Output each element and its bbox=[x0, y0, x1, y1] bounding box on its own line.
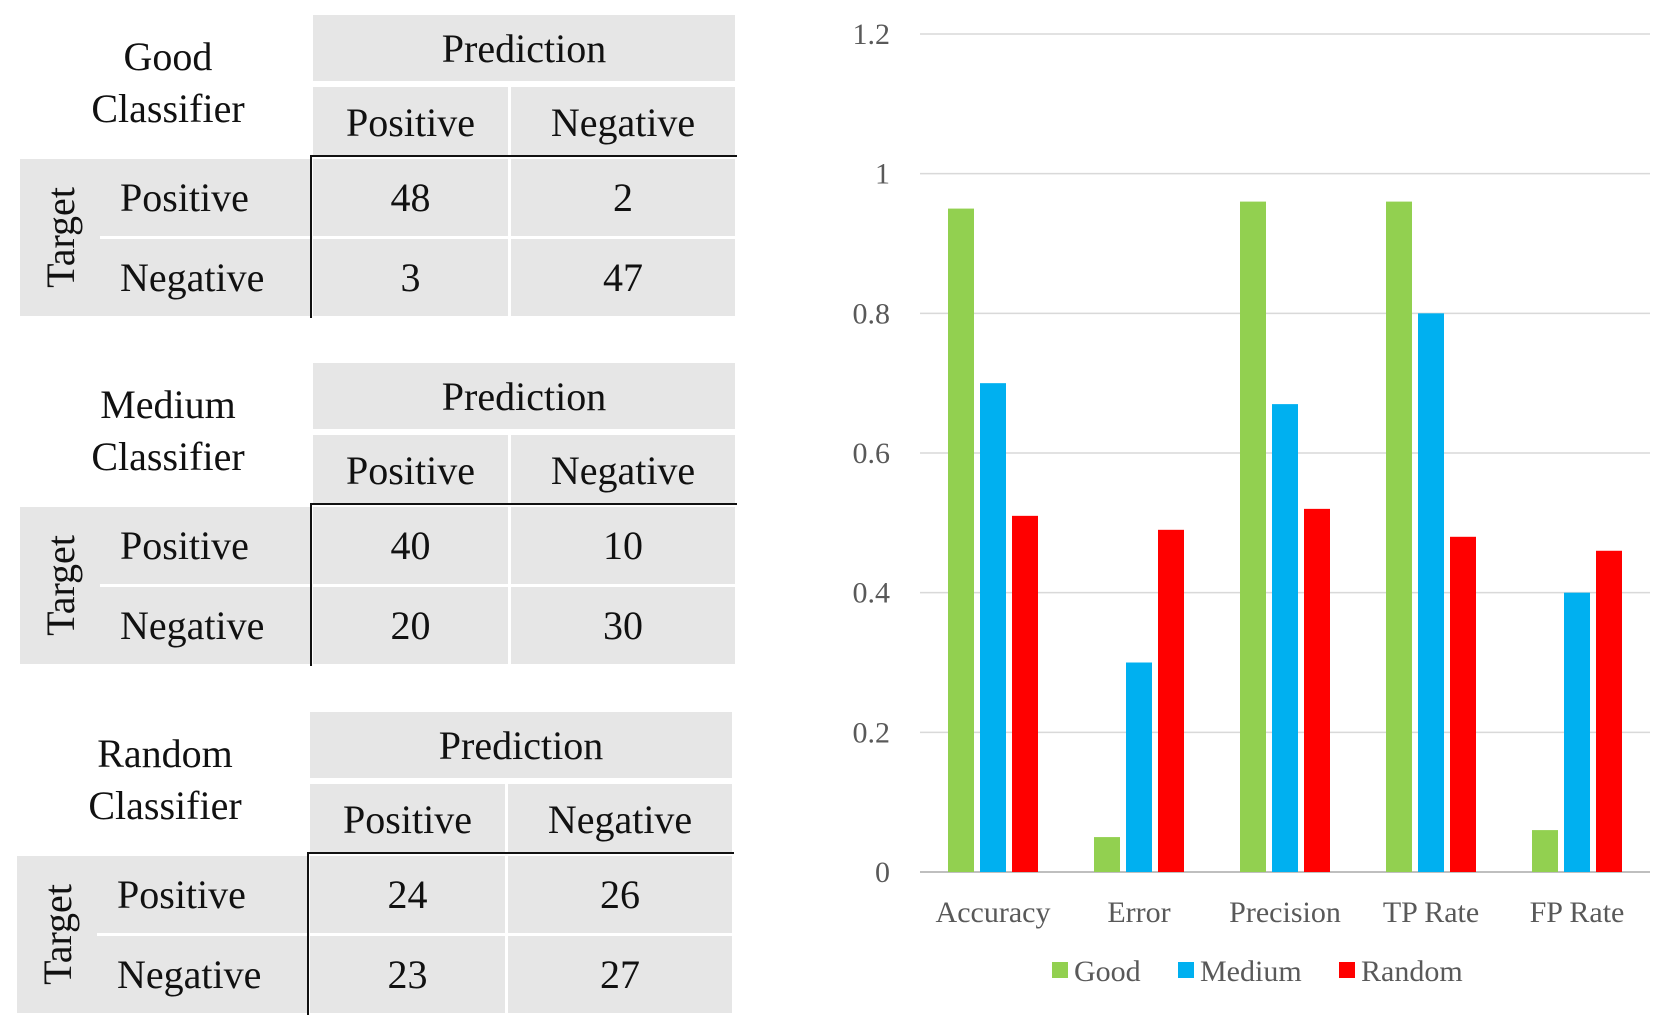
legend-swatch bbox=[1339, 962, 1355, 978]
x-tick-label: Error bbox=[1107, 896, 1170, 929]
prediction-header: Prediction bbox=[310, 712, 732, 778]
title-line-1: Random bbox=[97, 731, 233, 776]
legend-label: Good bbox=[1074, 955, 1141, 988]
legend-swatch bbox=[1052, 962, 1068, 978]
row-header-positive: Positive bbox=[100, 507, 310, 584]
target-header: Target bbox=[20, 159, 100, 316]
matrix-cell-tp: 24 bbox=[310, 856, 505, 933]
column-header-positive: Positive bbox=[310, 784, 505, 854]
bar-medium-error bbox=[1126, 662, 1152, 872]
bar-medium-precision bbox=[1272, 404, 1298, 872]
matrix-divider-vertical bbox=[310, 503, 312, 666]
matrix-divider-horizontal bbox=[311, 503, 737, 505]
y-tick-label: 0 bbox=[875, 856, 890, 889]
y-tick-label: 1.2 bbox=[853, 18, 891, 51]
column-header-negative: Negative bbox=[511, 87, 735, 157]
bar-random-tp-rate bbox=[1450, 536, 1476, 872]
y-tick-label: 0.8 bbox=[853, 297, 891, 330]
prediction-header: Prediction bbox=[313, 363, 735, 429]
matrix-cell-fp: 3 bbox=[313, 239, 508, 316]
matrix-title: Random Classifier bbox=[45, 728, 285, 832]
column-header-positive: Positive bbox=[313, 435, 508, 505]
column-header-negative: Negative bbox=[511, 435, 735, 505]
matrix-cell-tp: 40 bbox=[313, 507, 508, 584]
bar-good-error bbox=[1094, 837, 1120, 872]
legend-swatch bbox=[1178, 962, 1194, 978]
bar-random-fp-rate bbox=[1596, 550, 1622, 872]
bar-random-precision bbox=[1304, 508, 1330, 872]
title-line-2: Classifier bbox=[88, 783, 242, 828]
matrix-cell-tn: 47 bbox=[511, 239, 735, 316]
row-header-negative: Negative bbox=[97, 936, 307, 1013]
x-tick-label: FP Rate bbox=[1530, 896, 1625, 929]
x-tick-label: Precision bbox=[1229, 896, 1341, 929]
y-tick-label: 0.4 bbox=[853, 577, 891, 610]
confusion-matrix-good: Good Classifier Prediction Positive Nega… bbox=[0, 15, 737, 320]
bar-medium-tp-rate bbox=[1418, 313, 1444, 872]
bar-good-fp-rate bbox=[1532, 830, 1558, 872]
chart-legend: Good Medium Random bbox=[1052, 955, 1463, 988]
title-line-1: Good bbox=[123, 34, 213, 79]
row-header-positive: Positive bbox=[97, 856, 307, 933]
bar-medium-accuracy bbox=[980, 383, 1006, 872]
bar-good-tp-rate bbox=[1386, 201, 1412, 873]
bar-random-accuracy bbox=[1012, 515, 1038, 872]
x-tick-label: Accuracy bbox=[936, 896, 1051, 929]
y-tick-label: 0.6 bbox=[853, 437, 891, 470]
bar-good-accuracy bbox=[948, 208, 974, 873]
confusion-matrix-medium: Medium Classifier Prediction Positive Ne… bbox=[0, 363, 737, 668]
row-header-positive: Positive bbox=[100, 159, 310, 236]
target-header-text: Target bbox=[37, 535, 83, 636]
matrix-cell-fn: 2 bbox=[511, 159, 735, 236]
metrics-bar-chart: 0 0.2 0.4 0.6 0.8 1 1.2 Accuracy Error Precision… bbox=[853, 18, 1650, 988]
y-axis-ticks: 0 0.2 0.4 0.6 0.8 1 1.2 bbox=[853, 18, 891, 889]
bar-medium-fp-rate bbox=[1564, 592, 1590, 872]
matrix-title: Medium Classifier bbox=[48, 379, 288, 483]
title-line-1: Medium bbox=[100, 382, 236, 427]
matrix-divider-vertical bbox=[307, 852, 309, 1015]
matrix-cell-fn: 10 bbox=[511, 507, 735, 584]
confusion-matrix-random: Random Classifier Prediction Positive Ne… bbox=[0, 712, 734, 1017]
matrix-cell-fn: 26 bbox=[508, 856, 732, 933]
legend-label: Medium bbox=[1200, 955, 1302, 988]
matrix-cell-tp: 48 bbox=[313, 159, 508, 236]
column-header-positive: Positive bbox=[313, 87, 508, 157]
matrix-divider-vertical bbox=[310, 155, 312, 318]
x-tick-label: TP Rate bbox=[1383, 896, 1479, 929]
target-header-text: Target bbox=[37, 187, 83, 288]
target-header: Target bbox=[17, 856, 97, 1013]
x-axis-ticks: Accuracy Error Precision TP Rate FP Rate bbox=[936, 896, 1625, 929]
y-tick-label: 1 bbox=[875, 158, 890, 191]
bar-good-precision bbox=[1240, 201, 1266, 873]
target-header-text: Target bbox=[34, 884, 80, 985]
target-side-bg bbox=[20, 507, 100, 664]
matrix-cell-fp: 20 bbox=[313, 587, 508, 664]
y-tick-label: 0.2 bbox=[853, 716, 891, 749]
matrix-cell-tn: 30 bbox=[511, 587, 735, 664]
title-line-2: Classifier bbox=[91, 86, 245, 131]
matrix-divider-horizontal bbox=[308, 852, 734, 854]
chart-bars bbox=[948, 201, 1622, 873]
legend-label: Random bbox=[1361, 955, 1463, 988]
bar-random-error bbox=[1158, 529, 1184, 872]
row-header-negative: Negative bbox=[100, 239, 310, 316]
column-header-negative: Negative bbox=[508, 784, 732, 854]
matrix-cell-fp: 23 bbox=[310, 936, 505, 1013]
target-header: Target bbox=[20, 507, 100, 664]
target-side-bg bbox=[20, 159, 100, 316]
target-side-bg bbox=[17, 856, 97, 1013]
matrix-divider-horizontal bbox=[311, 155, 737, 157]
title-line-2: Classifier bbox=[91, 434, 245, 479]
matrix-title: Good Classifier bbox=[48, 31, 288, 135]
prediction-header: Prediction bbox=[313, 15, 735, 81]
row-header-negative: Negative bbox=[100, 587, 310, 664]
matrix-cell-tn: 27 bbox=[508, 936, 732, 1013]
